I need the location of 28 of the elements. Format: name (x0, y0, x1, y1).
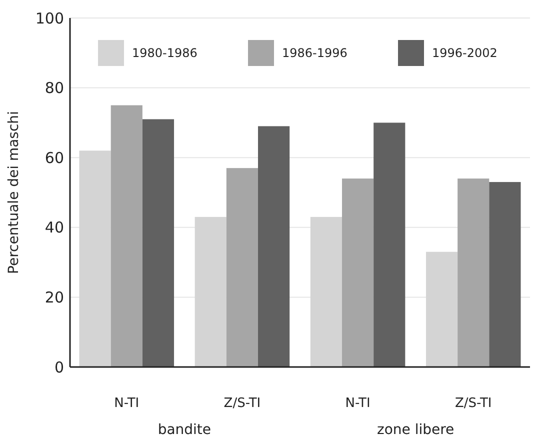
bar (226, 168, 258, 367)
y-tick-label: 60 (44, 148, 64, 167)
bar (194, 216, 226, 367)
text: bandite (158, 422, 212, 438)
bar (342, 178, 374, 367)
y-tick-label: 20 (44, 288, 64, 306)
bar (142, 119, 174, 367)
legend-label: 1986-1996 (282, 46, 348, 60)
y-tick-label: 40 (44, 218, 64, 237)
y-tick-label: 100 (35, 9, 64, 28)
bar (489, 182, 521, 367)
bar (310, 216, 342, 367)
y-tick-label: 0 (54, 358, 64, 376)
legend-label: 1980-1986 (132, 46, 198, 60)
bar (110, 105, 142, 367)
bar (258, 126, 290, 367)
y-tick-label: 80 (44, 79, 64, 98)
bar (458, 178, 490, 367)
x-tick-label: Z/S-TI (454, 396, 492, 411)
x-tick-label: N-TI (345, 396, 370, 411)
bar (79, 150, 111, 367)
bar (374, 122, 406, 367)
y-axis-title: Percentuale dei maschi (6, 111, 22, 274)
bar (426, 252, 458, 367)
text: zone libere (376, 422, 454, 438)
x-tick-label: N-TI (114, 396, 140, 411)
x-tick-label: Z/S-TI (224, 396, 261, 411)
legend-label: 1996-2002 (432, 46, 498, 60)
